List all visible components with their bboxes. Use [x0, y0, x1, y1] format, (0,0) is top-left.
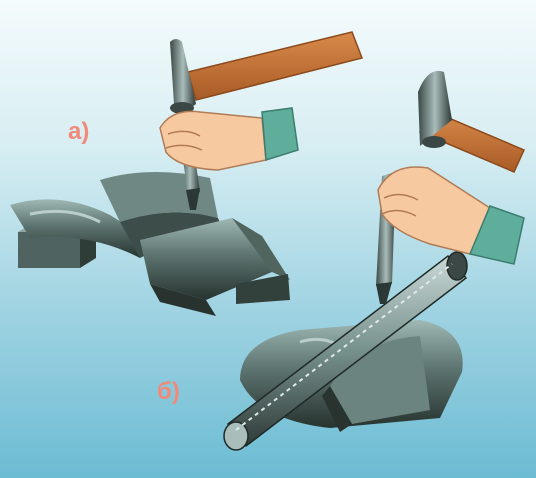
hand-b — [377, 166, 525, 265]
figure-label-b: б) — [157, 378, 180, 405]
hammer-a — [170, 31, 364, 114]
figure-label-a: а) — [68, 118, 90, 145]
shaft-rod — [223, 251, 468, 451]
support-block-right — [140, 218, 290, 316]
scene-b — [223, 70, 526, 451]
hammer-b — [418, 70, 526, 173]
scene-a — [10, 31, 364, 316]
hand-a — [159, 107, 299, 171]
